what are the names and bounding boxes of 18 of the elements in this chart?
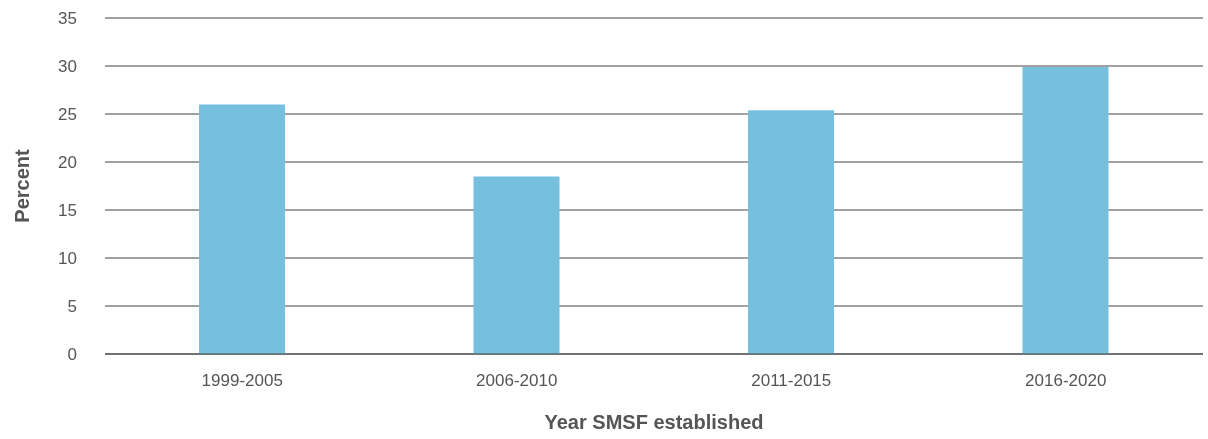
y-tick-label: 35 — [58, 9, 77, 29]
y-tick-label: 20 — [58, 153, 77, 173]
bar — [748, 110, 834, 354]
y-tick-label: 30 — [58, 57, 77, 77]
bar — [199, 104, 285, 354]
x-tick-label: 1999-2005 — [201, 371, 283, 391]
y-tick-label: 10 — [58, 249, 77, 269]
y-axis-title: Percent — [11, 148, 34, 223]
y-tick-label: 5 — [67, 297, 77, 317]
x-tick-label: 2011-2015 — [751, 371, 832, 391]
bar — [473, 176, 560, 354]
x-axis-title: Year SMSF established — [544, 411, 764, 433]
x-tick-label: 2016-2020 — [1025, 371, 1107, 391]
y-tick-label: 15 — [58, 201, 77, 221]
bar — [1022, 66, 1109, 354]
x-tick-label: 2006-2010 — [476, 371, 558, 391]
y-tick-label: 25 — [58, 105, 77, 125]
y-tick-label: 0 — [67, 345, 77, 365]
